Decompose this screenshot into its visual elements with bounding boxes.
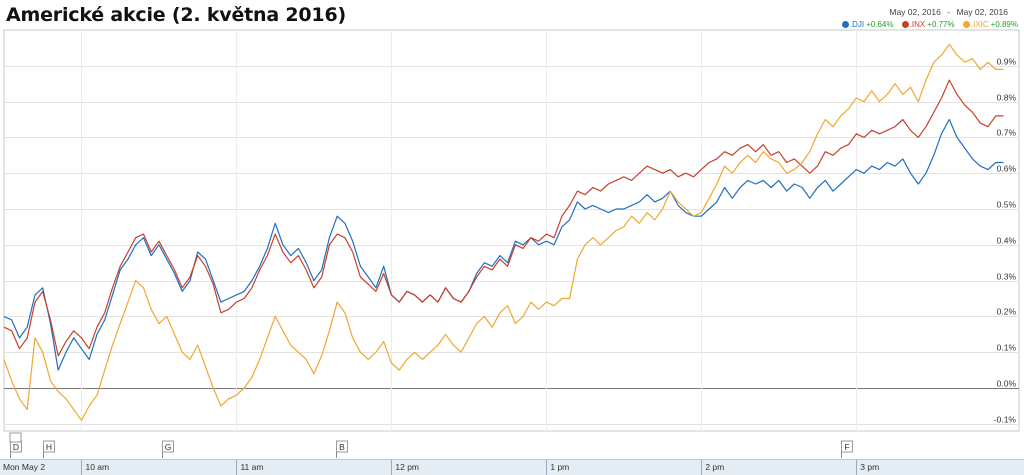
series-line-inx: [3, 79, 1004, 357]
x-tick-label: 3 pm: [860, 462, 879, 472]
legend-symbol-inx: .INX: [909, 20, 926, 29]
plot-frame: [3, 29, 1020, 432]
x-tick-label: 11 am: [240, 462, 263, 472]
flag-label: F: [844, 442, 849, 452]
legend-change-dji: +0.64%: [866, 20, 894, 29]
legend-change-ixic: +0.89%: [990, 20, 1018, 29]
flag-box: [841, 440, 853, 453]
legend-item-ixic[interactable]: .IXIC +0.89%: [962, 20, 1018, 29]
x-tick-label: 2 pm: [705, 462, 724, 472]
date-range: May 02, 2016 - May 02, 2016: [887, 7, 1010, 17]
flag-label: B: [339, 442, 345, 452]
flag-box: [43, 440, 55, 453]
y-tick-label: 0.1%: [997, 343, 1017, 353]
legend-dot-inx: [901, 21, 909, 28]
range-start: May 02, 2016: [889, 7, 941, 17]
flag-box: [9, 432, 22, 443]
chart-title: Americké akcie (2. května 2016): [6, 4, 346, 26]
legend-symbol-dji: .DJI: [849, 20, 865, 29]
legend: .DJI +0.64% .INX +0.77% .IXIC +0.89%: [836, 20, 1018, 29]
y-tick-label: 0.4%: [997, 236, 1017, 246]
y-tick-label: 0.2%: [997, 307, 1017, 317]
series-line-dji: [3, 118, 1004, 371]
y-tick-label: 0.6%: [997, 164, 1017, 174]
legend-dot-ixic: [962, 21, 970, 28]
legend-change-inx: +0.77%: [927, 20, 955, 29]
y-tick-label: 0.0%: [997, 379, 1017, 389]
y-tick-label: 0.7%: [997, 128, 1017, 138]
flag-label: H: [46, 442, 52, 452]
time-bar: [0, 459, 1024, 475]
flag-box: [162, 440, 174, 453]
x-tick-label: 12 pm: [395, 462, 419, 472]
legend-item-dji[interactable]: .DJI +0.64%: [841, 20, 894, 29]
y-tick-label: 0.5%: [997, 200, 1017, 210]
range-separator: -: [947, 7, 951, 17]
legend-item-inx[interactable]: .INX +0.77%: [901, 20, 955, 29]
legend-symbol-ixic: .IXIC: [970, 20, 989, 29]
x-tick-label: Mon May 2: [3, 462, 45, 472]
series-line-ixic: [3, 43, 1004, 421]
flag-label: G: [165, 442, 172, 452]
y-tick-label: 0.9%: [997, 57, 1017, 67]
range-end: May 02, 2016: [956, 7, 1008, 17]
y-tick-label: -0.1%: [994, 415, 1017, 425]
y-tick-label: 0.8%: [997, 93, 1017, 103]
flag-box: [336, 440, 348, 453]
y-tick-label: 0.3%: [997, 272, 1017, 282]
legend-dot-dji: [841, 21, 849, 28]
flag-label: D: [13, 442, 19, 452]
x-tick-label: 1 pm: [550, 462, 569, 472]
x-tick-label: 10 am: [85, 462, 109, 472]
